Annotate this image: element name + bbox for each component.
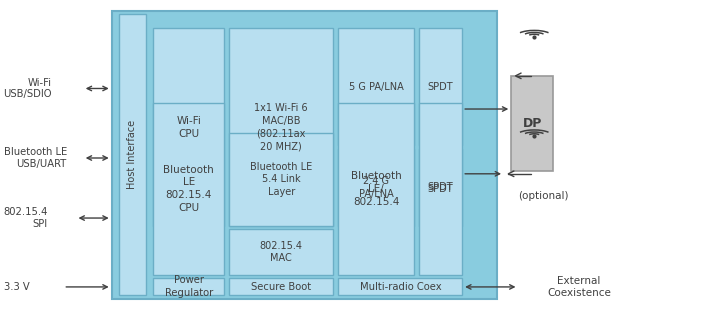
Bar: [338, 278, 462, 295]
Text: Bluetooth
LE/
802.15.4: Bluetooth LE/ 802.15.4: [351, 171, 402, 207]
Bar: [419, 28, 462, 145]
Text: Bluetooth LE
5.4 Link
Layer: Bluetooth LE 5.4 Link Layer: [250, 161, 312, 197]
Text: SPDT: SPDT: [428, 182, 454, 192]
Bar: [229, 28, 333, 226]
Bar: [338, 103, 414, 275]
Bar: [338, 28, 414, 145]
Text: DP: DP: [523, 117, 541, 130]
Text: Wi-Fi
CPU: Wi-Fi CPU: [176, 116, 201, 139]
Bar: [119, 14, 146, 295]
Text: 2.4 G
PA/LNA: 2.4 G PA/LNA: [359, 176, 394, 199]
Bar: [153, 103, 224, 275]
Bar: [338, 149, 414, 226]
Text: Wi-Fi
USB/SDIO: Wi-Fi USB/SDIO: [4, 78, 52, 99]
Text: External
Coexistence: External Coexistence: [547, 276, 611, 298]
Text: 3.3 V: 3.3 V: [4, 282, 30, 292]
Text: Bluetooth LE
USB/UART: Bluetooth LE USB/UART: [4, 147, 67, 169]
Bar: [112, 11, 497, 299]
Bar: [229, 133, 333, 226]
Text: (optional): (optional): [518, 191, 569, 201]
Bar: [419, 103, 462, 275]
Bar: [229, 229, 333, 275]
Bar: [229, 278, 333, 295]
Text: 802.15.4
MAC: 802.15.4 MAC: [260, 240, 302, 264]
Text: Power
Regulator: Power Regulator: [164, 275, 213, 298]
Text: SPDT: SPDT: [428, 82, 454, 92]
Text: Host Interface: Host Interface: [127, 120, 138, 189]
Text: Multi-radio Coex: Multi-radio Coex: [359, 282, 441, 292]
Text: 1x1 Wi-Fi 6
MAC/BB
(802.11ax
20 MHZ): 1x1 Wi-Fi 6 MAC/BB (802.11ax 20 MHZ): [254, 103, 308, 151]
Text: SPDT: SPDT: [428, 184, 454, 194]
Text: 5 G PA/LNA: 5 G PA/LNA: [348, 82, 404, 92]
Text: Bluetooth
LE
802.15.4
CPU: Bluetooth LE 802.15.4 CPU: [163, 165, 214, 213]
Bar: [419, 149, 462, 226]
Bar: [153, 278, 224, 295]
Bar: [153, 28, 224, 226]
Text: Secure Boot: Secure Boot: [251, 282, 311, 292]
Text: 802.15.4
SPI: 802.15.4 SPI: [4, 207, 48, 229]
Bar: [511, 76, 553, 171]
